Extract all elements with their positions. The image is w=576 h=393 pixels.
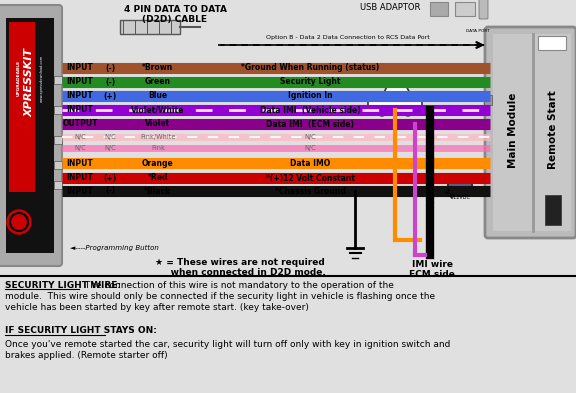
Text: Option B - Data 2 Data Connection to RCS Data Port: Option B - Data 2 Data Connection to RCS… bbox=[266, 35, 430, 40]
Bar bbox=[484, 95, 492, 105]
Text: Data IMI  (ECM side): Data IMI (ECM side) bbox=[266, 119, 354, 129]
Text: Pink/White: Pink/White bbox=[140, 134, 176, 140]
Circle shape bbox=[403, 106, 413, 116]
Text: (-): (-) bbox=[105, 77, 115, 86]
Text: (-): (-) bbox=[105, 64, 115, 72]
Text: Blue: Blue bbox=[149, 92, 168, 101]
Text: ◄----Programming Button: ◄----Programming Button bbox=[70, 245, 159, 251]
Bar bbox=[430, 2, 448, 16]
Bar bbox=[545, 195, 561, 225]
Text: INPUT: INPUT bbox=[67, 105, 93, 114]
Text: N/C: N/C bbox=[74, 145, 86, 151]
Text: N/C: N/C bbox=[304, 145, 316, 151]
Text: IMI wire
ECM side: IMI wire ECM side bbox=[409, 260, 455, 279]
FancyBboxPatch shape bbox=[479, 0, 488, 19]
Text: INPUT: INPUT bbox=[67, 64, 93, 72]
Text: Ignition In: Ignition In bbox=[287, 92, 332, 101]
Bar bbox=[448, 177, 472, 195]
Text: N/C: N/C bbox=[104, 134, 116, 140]
Bar bbox=[538, 36, 566, 50]
Bar bbox=[493, 34, 571, 231]
Text: N/C: N/C bbox=[74, 134, 86, 140]
Text: *Ground When Running (status): *Ground When Running (status) bbox=[241, 64, 379, 72]
Bar bbox=[54, 136, 62, 144]
Bar bbox=[120, 20, 180, 34]
Text: INPUT: INPUT bbox=[67, 187, 93, 195]
Bar bbox=[9, 22, 35, 192]
Text: N/C: N/C bbox=[304, 134, 316, 140]
Circle shape bbox=[7, 210, 31, 234]
Text: Main Module: Main Module bbox=[508, 92, 518, 168]
Text: UPGRADEABLE: UPGRADEABLE bbox=[17, 60, 21, 96]
Text: Security Light: Security Light bbox=[280, 77, 340, 86]
Text: +12VDC: +12VDC bbox=[449, 195, 471, 200]
Bar bbox=[54, 106, 62, 114]
Text: *Brown: *Brown bbox=[142, 64, 173, 72]
Text: module.  This wire should only be connected if the security light in vehicle is : module. This wire should only be connect… bbox=[5, 292, 435, 301]
FancyBboxPatch shape bbox=[368, 93, 422, 113]
FancyBboxPatch shape bbox=[485, 27, 576, 238]
Text: USB ADAPTOR: USB ADAPTOR bbox=[360, 3, 420, 12]
Text: INPUT: INPUT bbox=[67, 77, 93, 86]
Text: INPUT: INPUT bbox=[67, 92, 93, 101]
Text: vehicle has been started by key after remote start. (key take-over): vehicle has been started by key after re… bbox=[5, 303, 309, 312]
FancyBboxPatch shape bbox=[0, 5, 62, 266]
Text: IF SECURITY LIGHT STAYS ON:: IF SECURITY LIGHT STAYS ON: bbox=[5, 326, 157, 335]
Text: Pink: Pink bbox=[151, 145, 165, 151]
Text: brakes applied. (Remote starter off): brakes applied. (Remote starter off) bbox=[5, 351, 168, 360]
Text: Orange: Orange bbox=[142, 158, 174, 167]
Circle shape bbox=[377, 106, 387, 116]
Polygon shape bbox=[383, 84, 411, 95]
Text: *(+)12 Volt Constant: *(+)12 Volt Constant bbox=[266, 173, 354, 182]
Text: INPUT: INPUT bbox=[67, 173, 93, 182]
Text: (-): (-) bbox=[105, 187, 115, 195]
Text: N/C: N/C bbox=[104, 145, 116, 151]
Text: (+): (+) bbox=[103, 92, 116, 101]
Text: Data IMI  (Vehicle side): Data IMI (Vehicle side) bbox=[260, 105, 361, 114]
Text: Violet: Violet bbox=[145, 119, 170, 129]
Text: Green: Green bbox=[145, 77, 171, 86]
Text: Data IMO: Data IMO bbox=[290, 158, 330, 167]
Bar bbox=[6, 18, 54, 253]
Text: 4 PIN DATA TO DATA
(D2D) CABLE: 4 PIN DATA TO DATA (D2D) CABLE bbox=[123, 5, 226, 24]
Text: Once you've remote started the car, security light will turn off only with key i: Once you've remote started the car, secu… bbox=[5, 340, 450, 349]
Bar bbox=[54, 76, 62, 84]
Text: XPRESSKIT: XPRESSKIT bbox=[25, 48, 35, 117]
Text: OUTPUT: OUTPUT bbox=[62, 119, 98, 129]
Text: *Chassis Ground: *Chassis Ground bbox=[275, 187, 346, 195]
Bar bbox=[54, 161, 62, 169]
Text: *Red: *Red bbox=[148, 173, 168, 182]
Text: (+): (+) bbox=[103, 173, 116, 182]
Text: *Black: *Black bbox=[145, 187, 172, 195]
Text: DATA PORT: DATA PORT bbox=[466, 29, 490, 33]
Text: SECURITY LIGHT WIRE:: SECURITY LIGHT WIRE: bbox=[5, 281, 121, 290]
Text: INPUT: INPUT bbox=[67, 158, 93, 167]
Text: ✂: ✂ bbox=[439, 186, 457, 204]
Text: Violet/White: Violet/White bbox=[131, 105, 185, 114]
Text: www.xpressdownload.com: www.xpressdownload.com bbox=[40, 55, 44, 102]
Text: Remote Start: Remote Start bbox=[548, 91, 558, 169]
Text: The connection of this wire is not mandatory to the operation of the: The connection of this wire is not manda… bbox=[82, 281, 394, 290]
Bar bbox=[455, 2, 475, 16]
Bar bbox=[54, 181, 62, 189]
Text: ★ = These wires are not required
     when connected in D2D mode.: ★ = These wires are not required when co… bbox=[155, 258, 326, 277]
